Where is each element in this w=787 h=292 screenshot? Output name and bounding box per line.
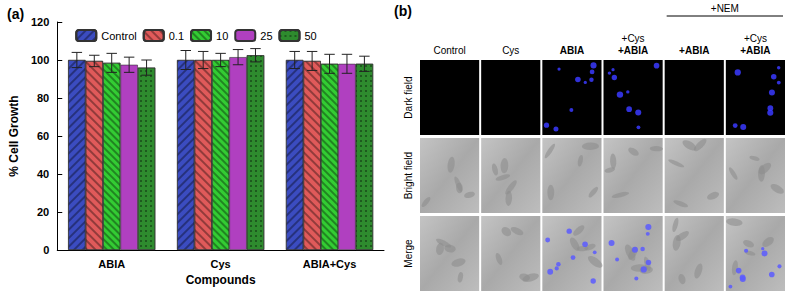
svg-text:Merge: Merge bbox=[403, 239, 414, 268]
svg-text:0: 0 bbox=[43, 244, 49, 256]
svg-text:60: 60 bbox=[37, 130, 49, 142]
svg-text:Control: Control bbox=[433, 45, 465, 56]
svg-text:50: 50 bbox=[304, 30, 316, 42]
svg-text:% Cell Growth: % Cell Growth bbox=[7, 95, 21, 176]
svg-text:Cys: Cys bbox=[211, 258, 231, 270]
svg-text:+NEM: +NEM bbox=[711, 3, 739, 14]
svg-text:Cys: Cys bbox=[502, 45, 519, 56]
svg-text:10: 10 bbox=[216, 30, 228, 42]
svg-text:+ABIA: +ABIA bbox=[618, 45, 648, 56]
svg-text:40: 40 bbox=[37, 168, 49, 180]
svg-text:+ABIA: +ABIA bbox=[740, 45, 770, 56]
svg-text:20: 20 bbox=[37, 206, 49, 218]
svg-text:+Cys: +Cys bbox=[622, 33, 645, 44]
svg-text:120: 120 bbox=[31, 16, 49, 28]
svg-text:(b): (b) bbox=[394, 3, 412, 19]
svg-text:Control: Control bbox=[101, 30, 136, 42]
svg-text:Compounds: Compounds bbox=[186, 273, 256, 287]
svg-text:+Cys: +Cys bbox=[744, 33, 767, 44]
svg-text:25: 25 bbox=[260, 30, 272, 42]
svg-text:(a): (a) bbox=[7, 6, 24, 22]
svg-text:80: 80 bbox=[37, 92, 49, 104]
svg-text:ABIA: ABIA bbox=[560, 45, 584, 56]
svg-text:ABIA+Cys: ABIA+Cys bbox=[303, 258, 357, 270]
svg-text:100: 100 bbox=[31, 54, 49, 66]
svg-text:Bright field: Bright field bbox=[403, 152, 414, 199]
svg-text:0.1: 0.1 bbox=[169, 30, 184, 42]
svg-text:ABIA: ABIA bbox=[98, 258, 125, 270]
svg-text:+ABIA: +ABIA bbox=[679, 45, 709, 56]
svg-text:Dark field: Dark field bbox=[403, 76, 414, 118]
